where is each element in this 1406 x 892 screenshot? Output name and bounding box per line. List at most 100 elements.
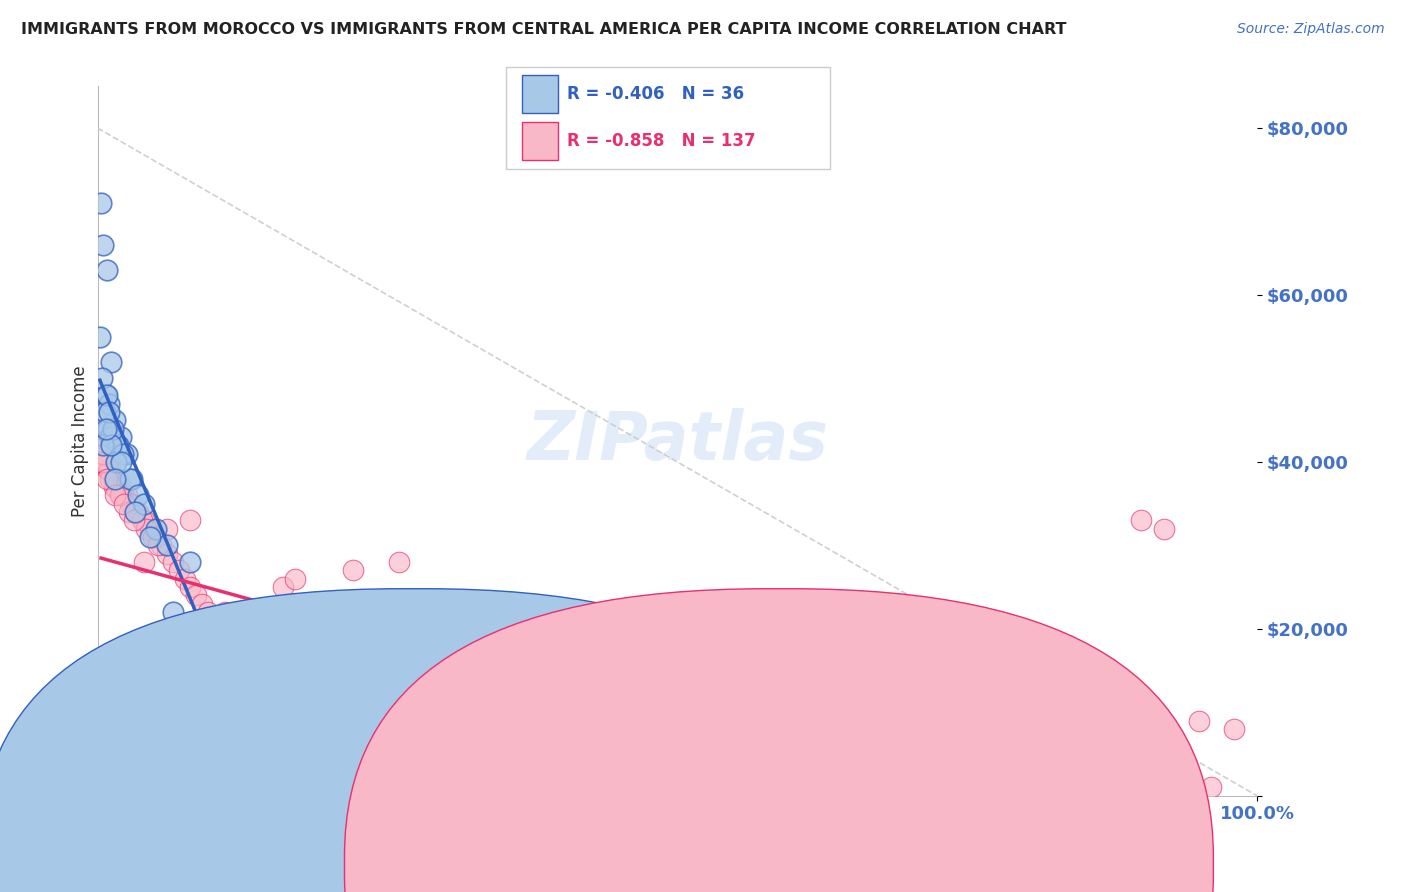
Point [1071, 772, 1094, 786]
Point [98, 472, 121, 486]
Point [238, 664, 260, 678]
Point [101, 472, 124, 486]
Point [167, 563, 190, 577]
Point [89, 330, 111, 344]
Text: R = -0.858   N = 137: R = -0.858 N = 137 [567, 132, 755, 150]
Point [377, 731, 399, 745]
Point [574, 772, 596, 786]
Point [527, 764, 550, 778]
Point [231, 655, 253, 669]
Point [295, 706, 318, 720]
Point [666, 772, 689, 786]
Point [91, 421, 114, 435]
Point [98, 463, 121, 477]
Point [118, 472, 141, 486]
Point [839, 780, 862, 795]
Point [249, 672, 271, 686]
Point [107, 472, 129, 486]
Point [127, 488, 149, 502]
Point [225, 622, 247, 636]
Point [96, 263, 118, 277]
Point [470, 739, 492, 753]
Point [101, 421, 124, 435]
Point [446, 747, 468, 761]
Point [97, 421, 120, 435]
Point [243, 664, 266, 678]
Point [219, 639, 242, 653]
Point [108, 488, 131, 502]
Point [146, 538, 169, 552]
Point [100, 355, 122, 369]
Point [156, 522, 179, 536]
Point [550, 764, 572, 778]
Point [643, 772, 665, 786]
Point [318, 706, 340, 720]
Point [208, 622, 231, 636]
Text: ZIPatlas: ZIPatlas [526, 408, 828, 474]
Point [806, 780, 828, 795]
Point [167, 639, 190, 653]
Point [156, 547, 179, 561]
Point [179, 580, 201, 594]
Point [124, 505, 146, 519]
Point [470, 756, 492, 770]
Point [266, 680, 288, 694]
Point [115, 446, 138, 460]
Point [96, 472, 118, 486]
Point [118, 497, 141, 511]
Point [434, 655, 457, 669]
Point [516, 764, 538, 778]
Point [724, 747, 747, 761]
Point [457, 747, 479, 761]
Point [100, 463, 122, 477]
Point [1153, 772, 1175, 786]
Point [1130, 513, 1153, 527]
Point [214, 605, 236, 619]
Point [271, 689, 294, 703]
Text: Immigrants from Central America: Immigrants from Central America [803, 857, 1081, 875]
Point [1014, 780, 1036, 795]
Point [839, 756, 862, 770]
Point [121, 472, 143, 486]
Point [100, 438, 122, 452]
Point [93, 438, 115, 452]
Point [596, 772, 619, 786]
Point [735, 780, 758, 795]
Point [104, 472, 127, 486]
Point [388, 731, 411, 745]
Point [93, 405, 115, 419]
Point [118, 505, 141, 519]
Point [98, 430, 121, 444]
Point [295, 630, 318, 644]
Point [353, 722, 375, 736]
Point [94, 455, 117, 469]
Point [105, 480, 128, 494]
Point [110, 430, 132, 444]
Point [342, 563, 364, 577]
Point [191, 706, 214, 720]
Point [132, 513, 155, 527]
Point [132, 555, 155, 569]
Point [98, 396, 121, 410]
Point [260, 680, 283, 694]
Point [105, 455, 128, 469]
Point [202, 614, 225, 628]
Point [898, 764, 921, 778]
Point [139, 522, 162, 536]
Point [411, 706, 433, 720]
Point [492, 714, 515, 728]
Point [284, 697, 307, 711]
Point [103, 480, 125, 494]
Point [131, 513, 153, 527]
Point [254, 672, 277, 686]
Point [142, 530, 165, 544]
Point [411, 739, 433, 753]
Point [145, 530, 167, 544]
Point [759, 780, 782, 795]
Point [271, 580, 294, 594]
Point [104, 488, 127, 502]
Point [713, 780, 735, 795]
Point [1153, 522, 1175, 536]
Point [214, 630, 236, 644]
Point [666, 639, 689, 653]
